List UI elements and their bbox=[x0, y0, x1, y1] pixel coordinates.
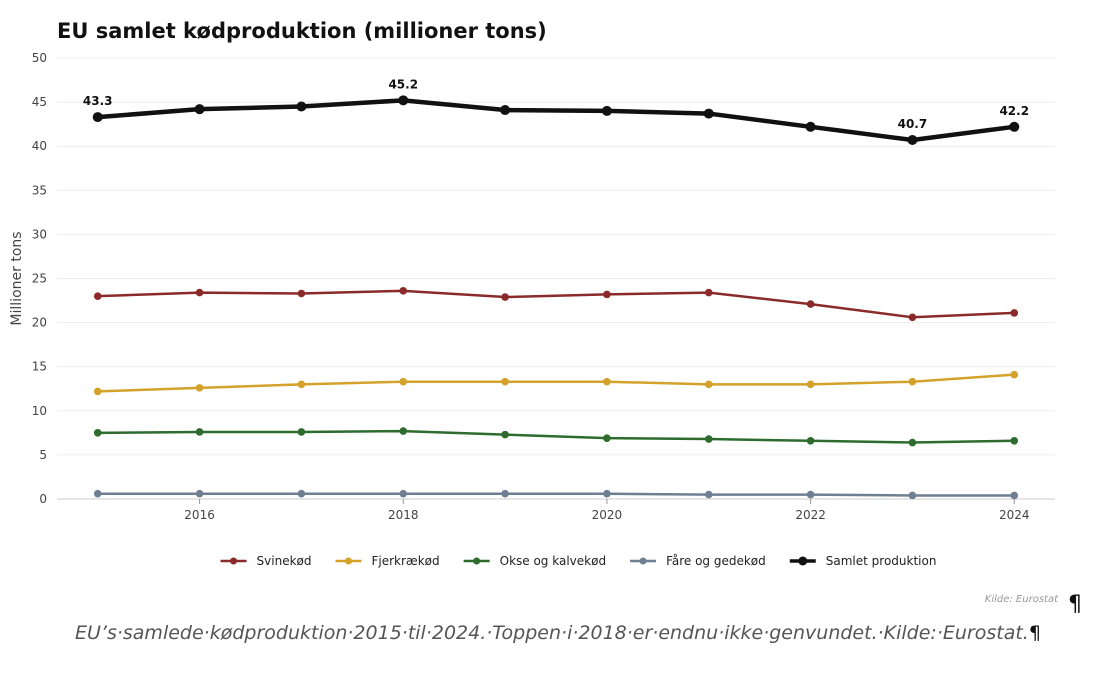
y-tick-label: 35 bbox=[32, 183, 47, 197]
data-point bbox=[806, 436, 815, 445]
data-point bbox=[297, 428, 306, 436]
x-tick-label: 2024 bbox=[999, 508, 1030, 522]
series-line-1 bbox=[96, 373, 1016, 393]
legend-swatch-marker bbox=[639, 557, 647, 565]
y-tick-label: 30 bbox=[32, 227, 47, 241]
y-tick-label: 10 bbox=[32, 404, 47, 418]
series-line-4 bbox=[95, 98, 1017, 143]
data-point bbox=[399, 287, 408, 295]
data-point bbox=[500, 105, 511, 116]
y-tick-label: 0 bbox=[39, 492, 47, 506]
legend-swatch-marker bbox=[798, 556, 808, 566]
legend-swatch-marker bbox=[473, 557, 481, 565]
caption-text: EU’s·samlede·kødproduktion·2015·til·2024… bbox=[75, 622, 1029, 644]
data-point bbox=[297, 380, 306, 389]
legend-label: Svinekød bbox=[257, 554, 312, 568]
data-point bbox=[908, 491, 917, 500]
data-label: 40.7 bbox=[898, 117, 928, 131]
chart-title: EU samlet kødproduktion (millioner tons) bbox=[57, 19, 547, 43]
data-point bbox=[92, 112, 103, 123]
x-tick-label: 2016 bbox=[184, 508, 215, 522]
x-tick-label: 2022 bbox=[795, 508, 826, 522]
data-point bbox=[704, 490, 713, 499]
data-point bbox=[603, 434, 611, 442]
data-point bbox=[297, 489, 306, 498]
data-point bbox=[399, 377, 408, 386]
legend-item[interactable]: Samlet produktion bbox=[789, 554, 937, 568]
source-note: Kilde: Eurostat bbox=[985, 594, 1059, 605]
data-point bbox=[704, 288, 713, 297]
data-point bbox=[1010, 309, 1019, 317]
data-point bbox=[194, 104, 205, 115]
data-point bbox=[195, 384, 204, 392]
data-point bbox=[93, 292, 102, 300]
data-point bbox=[907, 135, 918, 146]
data-point bbox=[195, 288, 204, 297]
data-point bbox=[908, 377, 917, 386]
data-point bbox=[399, 489, 408, 498]
data-point bbox=[501, 293, 509, 301]
y-axis-label: Millioner tons bbox=[9, 231, 25, 325]
data-point bbox=[1010, 491, 1019, 500]
caption-paragraph-mark: ¶ bbox=[1028, 622, 1041, 644]
data-point bbox=[399, 427, 408, 435]
data-point bbox=[704, 435, 713, 443]
legend-item[interactable]: Okse og kalvekød bbox=[463, 554, 606, 568]
data-label: 42.2 bbox=[999, 104, 1029, 118]
legend-label: Fjerkrækød bbox=[372, 554, 440, 568]
data-point bbox=[1009, 121, 1020, 132]
data-point bbox=[297, 289, 306, 298]
data-point bbox=[806, 300, 815, 308]
series-line-2 bbox=[96, 429, 1016, 444]
data-point bbox=[603, 489, 611, 498]
data-point bbox=[93, 387, 102, 396]
data-label: 43.3 bbox=[83, 94, 113, 108]
series-line-0 bbox=[96, 289, 1016, 319]
data-point bbox=[501, 489, 509, 498]
y-tick-label: 50 bbox=[32, 51, 47, 65]
y-tick-label: 20 bbox=[32, 316, 47, 330]
legend-swatch-marker bbox=[345, 557, 352, 565]
data-point bbox=[195, 489, 204, 498]
figure-caption[interactable]: EU’s·samlede·kødproduktion·2015·til·2024… bbox=[75, 622, 1041, 644]
series-line-3 bbox=[96, 492, 1016, 497]
legend-swatch-marker bbox=[230, 557, 238, 565]
data-point bbox=[93, 429, 102, 437]
data-point bbox=[501, 377, 509, 386]
data-point bbox=[296, 101, 307, 112]
data-point bbox=[806, 490, 815, 499]
y-tick-label: 15 bbox=[32, 360, 47, 374]
paragraph-mark: ¶ bbox=[1068, 592, 1082, 617]
data-point bbox=[805, 121, 816, 132]
data-point bbox=[603, 290, 611, 299]
x-tick-label: 2020 bbox=[592, 508, 623, 522]
y-tick-label: 5 bbox=[39, 448, 47, 462]
data-point bbox=[398, 95, 409, 106]
legend-label: Samlet produktion bbox=[826, 554, 937, 568]
data-point bbox=[704, 380, 713, 389]
legend-label: Fåre og gedekød bbox=[666, 554, 766, 568]
data-point bbox=[93, 489, 102, 498]
data-point bbox=[806, 380, 815, 389]
x-tick-label: 2018 bbox=[388, 508, 419, 522]
data-point bbox=[1010, 436, 1019, 445]
legend-label: Okse og kalvekød bbox=[500, 554, 606, 568]
data-label: 45.2 bbox=[388, 77, 418, 91]
data-point bbox=[603, 377, 611, 386]
legend-item[interactable]: Svinekød bbox=[220, 554, 312, 568]
data-point bbox=[601, 105, 612, 116]
data-point bbox=[908, 313, 917, 322]
data-point bbox=[195, 428, 204, 436]
data-point bbox=[703, 108, 714, 119]
data-point bbox=[501, 430, 509, 439]
legend-item[interactable]: Fjerkrækød bbox=[335, 554, 440, 568]
y-tick-label: 25 bbox=[32, 272, 47, 286]
data-point bbox=[1010, 370, 1019, 379]
legend-item[interactable]: Fåre og gedekød bbox=[630, 554, 766, 568]
data-point bbox=[908, 438, 917, 447]
y-tick-label: 45 bbox=[32, 95, 47, 109]
y-tick-label: 40 bbox=[32, 139, 47, 153]
